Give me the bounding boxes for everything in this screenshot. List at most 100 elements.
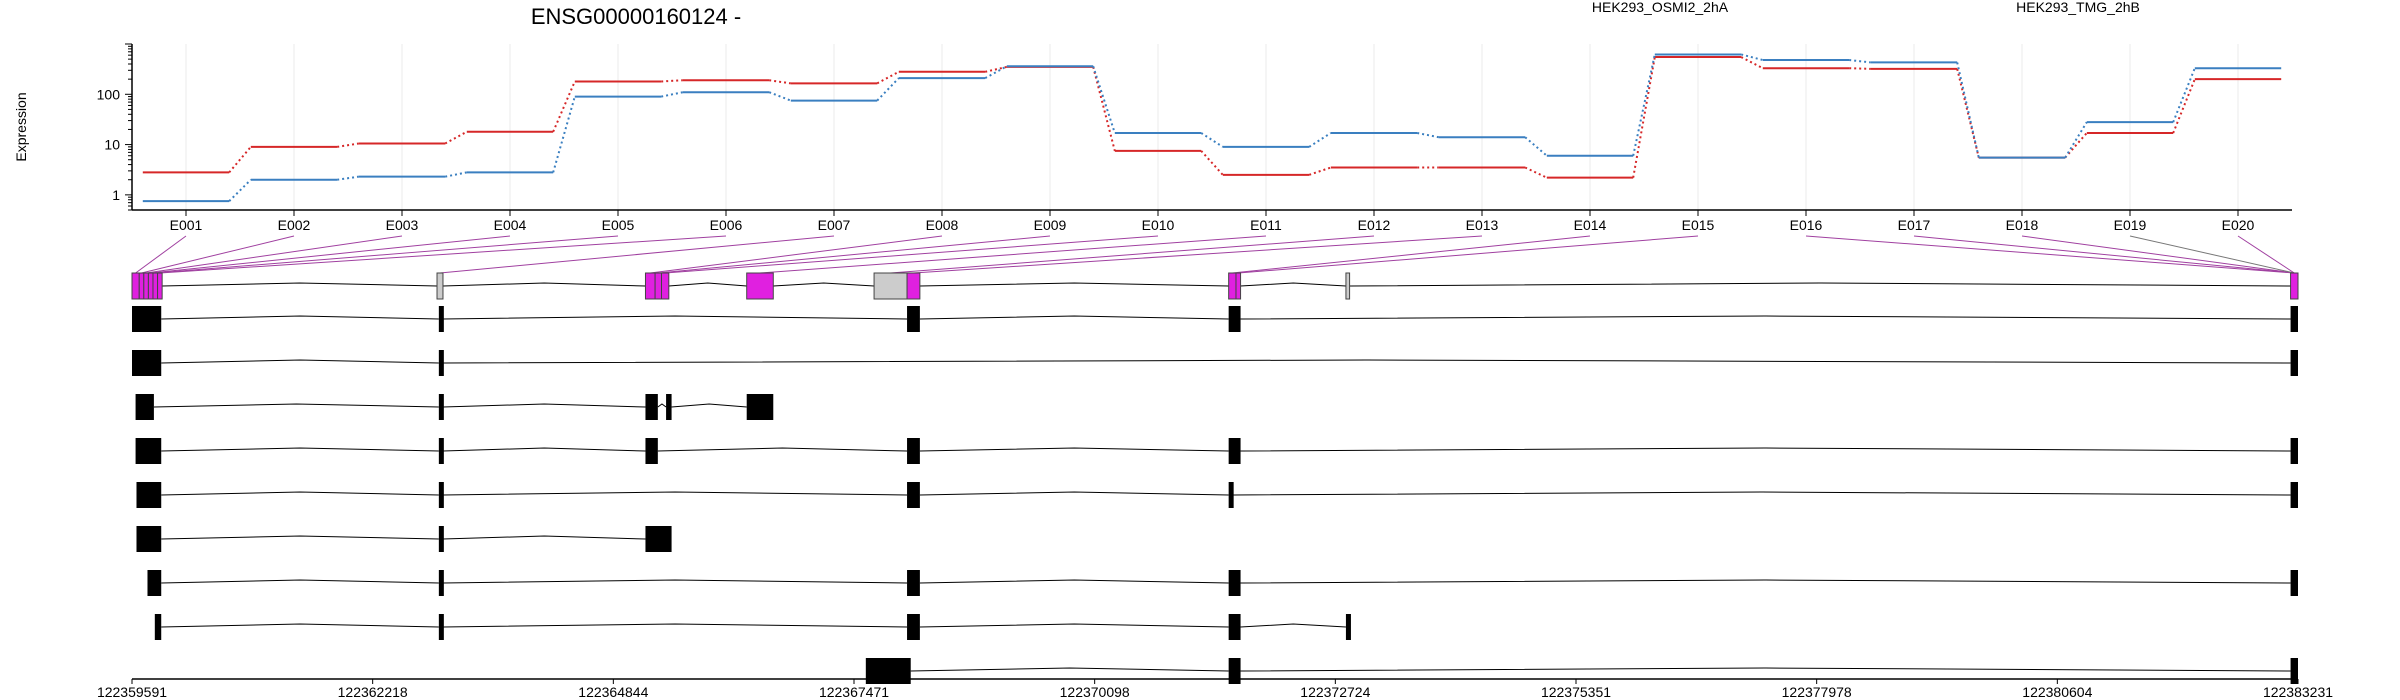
series-2 [142,53,2282,203]
transcript-3-exon-1 [135,394,154,420]
legend-entry-tmg: HEK293_TMG_2hB [2016,0,2140,15]
transcript-8-exon-5 [1345,614,1351,640]
x-tick-label-e002: E002 [278,217,311,233]
transcript-3-intron [671,403,747,408]
gene-model-intron [1240,282,1346,287]
gene-model-intron [919,282,1229,287]
exon-bin-6 [157,272,163,300]
series-2-transition [1417,132,1439,139]
transcript-4-exon-3 [645,438,658,464]
series-1-transition [661,79,683,83]
transcript-5-exon-1 [136,482,162,508]
connector-e006 [159,235,727,274]
coord-tick-label: 122383231 [2263,684,2333,700]
connector-e018 [2021,235,2295,274]
series-2-transition [1308,132,1332,148]
transcript-6-intron [161,535,439,540]
transcript-8-exon-3 [907,614,920,640]
transcript-1-exon-4 [1228,306,1241,332]
y-axis-label: Expression [13,92,29,161]
transcript-7-intron [442,579,908,584]
x-tick-label-e004: E004 [494,217,527,233]
coord-tick-label: 122375351 [1541,684,1611,700]
grid-lines [185,44,2239,210]
series-2-transition [768,91,792,102]
x-tick-label-e010: E010 [1142,217,1175,233]
series-2-transition [2064,121,2088,159]
transcript-7-intron [1240,579,2291,584]
x-tick-label-e006: E006 [710,217,743,233]
transcript-8-exon-1 [154,614,162,640]
series-1-transition [2064,132,2088,159]
transcript-5-intron [919,491,1229,496]
transcript-1-intron [1240,315,2291,320]
transcript-3-intron [657,403,667,408]
x-tick-label-e017: E017 [1898,217,1931,233]
transcript-3-exon-2 [438,394,444,420]
series-2-transition [228,179,252,202]
transcript-5-exon-3 [907,482,920,508]
connector-e013 [913,235,1483,274]
x-tick-label-e013: E013 [1466,217,1499,233]
exon-bin-13 [906,272,921,300]
connector-e009 [658,235,1051,274]
connector-e010 [665,235,1159,274]
series-2-transition [1632,54,1656,156]
transcript-2 [132,350,2298,376]
connector-e012 [890,235,1375,274]
connector-e004 [150,235,511,274]
transcript-2-exon-2 [438,350,444,376]
transcript-4-exon-5 [1228,438,1241,464]
transcript-1 [132,306,2298,332]
transcript-7-exon-2 [438,570,444,596]
transcript-4-intron [657,447,908,452]
coord-tick-label: 122364844 [578,684,648,700]
transcript-7-exon-4 [1228,570,1241,596]
plot-axes: 1 10 100 E001 E002 E003 E004 E005 E006 E007 E008 E0… [97,43,2292,233]
x-tick-label-e003: E003 [386,217,419,233]
transcript-4-exon-2 [438,438,444,464]
transcript-4-intron [919,447,1229,452]
exon-bin-3 [143,272,149,300]
coord-tick-label: 122380604 [2022,684,2092,700]
transcript-5-exon-2 [438,482,444,508]
series-1-transition [228,146,252,174]
transcript-7-exon-3 [907,570,920,596]
series-1-transition [2172,78,2196,134]
x-tick-label-e018: E018 [2006,217,2039,233]
transcript-9-exon-3 [2290,658,2298,684]
series-1-transition [1632,56,1656,178]
connector-e003 [146,235,403,274]
series-2-transition [661,91,683,98]
transcript-6-exon-3 [645,526,672,552]
connector-e007 [439,235,835,274]
transcript-7-exon-5 [2290,570,2298,596]
transcript-5-intron [161,491,439,496]
transcript-2-exon-1 [132,350,162,376]
connector-e016 [1805,235,2295,274]
transcript-8-exon-4 [1228,614,1241,640]
coord-tick-label: 122362218 [338,684,408,700]
x-tick-label-e011: E011 [1250,217,1282,233]
series-1-transition [984,65,1008,73]
transcript-5 [136,482,2298,508]
transcript-3-intron [442,403,646,408]
transcript-4-exon-4 [907,438,920,464]
gene-model-intron [1349,282,2291,287]
transcript-6-exon-1 [136,526,162,552]
transcript-9-intron [1240,667,2291,672]
connector-e008 [650,235,943,274]
transcript-2-intron [161,359,439,364]
transcript-4 [135,438,2298,464]
transcript-3-intron [153,403,439,408]
gene-model-intron [773,282,875,287]
x-tick-label-e015: E015 [1682,217,1715,233]
transcript-3-exon-4 [666,394,672,420]
x-tick-label-e008: E008 [926,217,959,233]
series-1-transition [552,81,576,133]
transcript-5-exon-4 [1228,482,1234,508]
connector-e015 [1238,235,1699,274]
transcript-1-exon-1 [132,306,162,332]
connector-e020 [2237,235,2295,274]
